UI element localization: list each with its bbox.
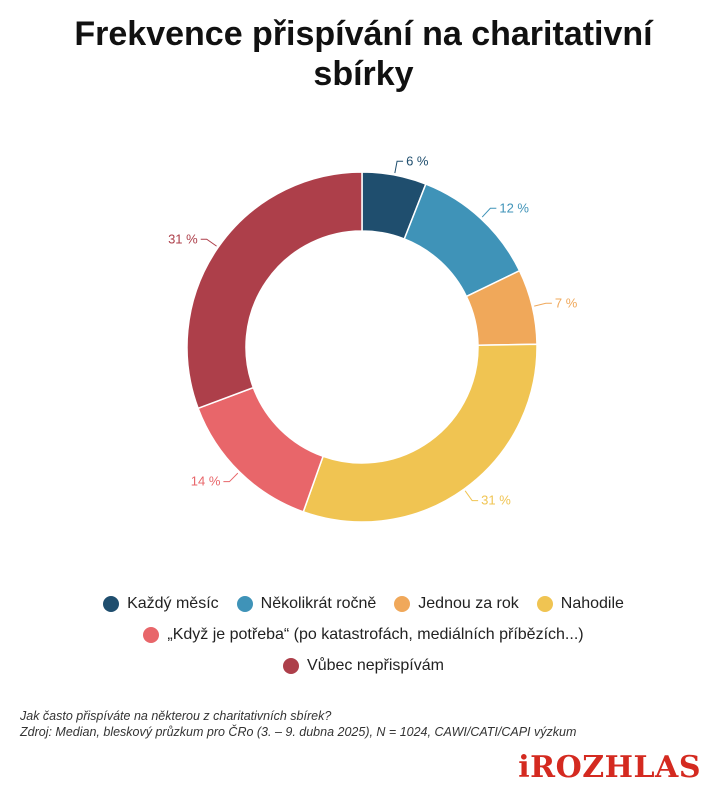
leader-line bbox=[394, 160, 404, 174]
chart-title: Frekvence přispívání na charitativní sbí… bbox=[0, 14, 727, 94]
legend-item-nekolikrat-rocne[interactable]: Několikrát ročně bbox=[236, 594, 377, 613]
legend-swatch bbox=[103, 595, 120, 612]
data-label: 31 % bbox=[481, 493, 511, 508]
slice-nahodile[interactable] bbox=[302, 343, 538, 523]
leader-line bbox=[464, 490, 479, 502]
slice-vubec-neprispivam[interactable] bbox=[186, 171, 363, 410]
legend-row-2: „Když je potřeba“ (po katastrofách, medi… bbox=[0, 619, 727, 650]
legend-label: Několikrát ročně bbox=[260, 594, 377, 612]
legend-swatch bbox=[394, 595, 411, 612]
legend-item-nahodile[interactable]: Nahodile bbox=[536, 594, 624, 613]
legend-label: Vůbec nepřispívám bbox=[307, 656, 444, 674]
leader-line bbox=[534, 302, 552, 307]
legend-swatch bbox=[536, 595, 553, 612]
legend-item-kdyz-je-potreba[interactable]: „Když je potřeba“ (po katastrofách, medi… bbox=[143, 625, 584, 644]
chart-notes: Jak často přispíváte na některou z chari… bbox=[20, 708, 576, 740]
chart-title-line-1: Frekvence přispívání na charitativní bbox=[74, 15, 653, 53]
legend-swatch bbox=[236, 595, 253, 612]
data-label: 7 % bbox=[555, 295, 578, 310]
legend-label: Každý měsíc bbox=[127, 594, 219, 612]
legend-label: „Když je potřeba“ (po katastrofách, medi… bbox=[167, 625, 584, 643]
data-label: 14 % bbox=[191, 474, 221, 489]
donut-chart: 6 % 12 % 7 % 31 % 14 % 31 % bbox=[168, 153, 578, 523]
legend-item-vubec-neprispivam[interactable]: Vůbec nepřispívám bbox=[283, 657, 444, 675]
legend-row-1: Každý měsíc Několikrát ročně Jednou za r… bbox=[0, 588, 727, 619]
chart-title-line-2: sbírky bbox=[313, 55, 414, 93]
survey-question: Jak často přispíváte na některou z chari… bbox=[20, 709, 332, 723]
data-label: 12 % bbox=[499, 200, 529, 215]
data-source: Zdroj: Median, bleskový průzkum pro ČRo … bbox=[20, 725, 577, 739]
leader-line bbox=[481, 207, 497, 218]
legend-swatch bbox=[283, 657, 300, 674]
data-label: 6 % bbox=[406, 153, 429, 168]
irozhlas-logo[interactable]: iROZHLAS bbox=[518, 750, 701, 785]
leader-line bbox=[200, 238, 217, 247]
slice-kdyz-je-potreba[interactable] bbox=[197, 386, 325, 513]
legend: Každý měsíc Několikrát ročně Jednou za r… bbox=[0, 588, 727, 681]
legend-swatch bbox=[143, 626, 160, 643]
legend-item-jednou-za-rok[interactable]: Jednou za rok bbox=[394, 595, 519, 613]
legend-item-kazdy-mesic[interactable]: Každý měsíc bbox=[103, 595, 219, 613]
data-label: 31 % bbox=[168, 231, 198, 246]
legend-label: Nahodile bbox=[560, 594, 624, 612]
legend-label: Jednou za rok bbox=[418, 594, 519, 612]
legend-row-3: Vůbec nepřispívám bbox=[0, 650, 727, 681]
leader-line bbox=[223, 472, 239, 483]
